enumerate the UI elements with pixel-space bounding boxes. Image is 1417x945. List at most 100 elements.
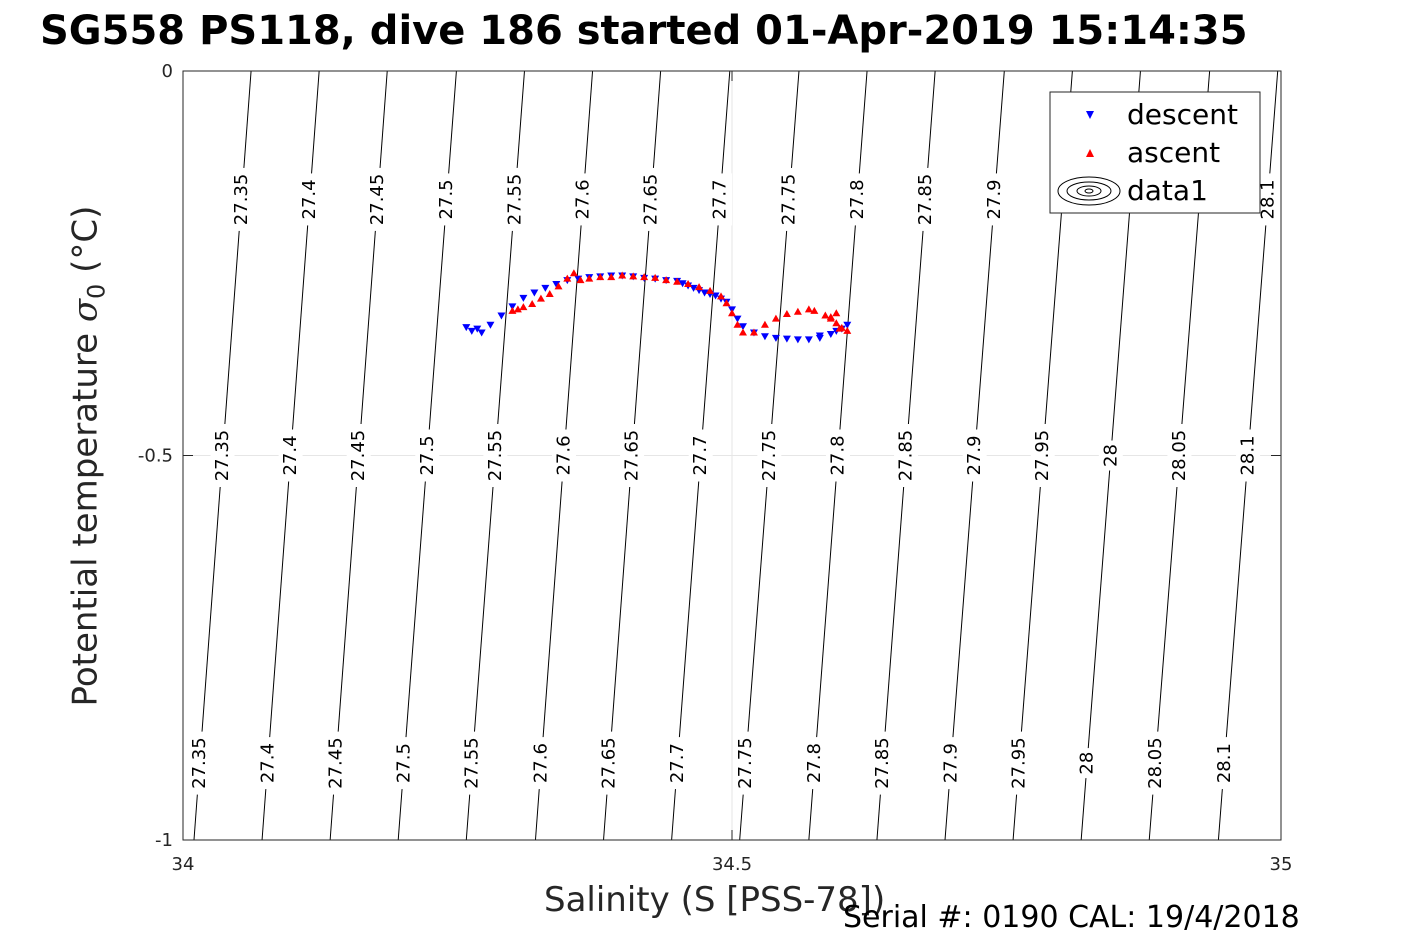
contour-label-background <box>210 424 235 487</box>
descent-point <box>678 280 687 288</box>
contour-label-background <box>552 429 577 482</box>
descent-point <box>508 303 517 311</box>
descent-point <box>733 315 742 323</box>
contour-label-mid: 27.6 <box>554 435 575 475</box>
ascent-point <box>826 314 835 322</box>
contour-label-mid: 27.8 <box>827 435 848 475</box>
contour-label-mid: 27.55 <box>485 430 506 482</box>
contour-label-background <box>1075 748 1100 779</box>
contour-label-bottom: 27.45 <box>325 737 346 789</box>
contour-label-top: 27.65 <box>641 174 662 226</box>
contour-label-bottom: 27.9 <box>940 743 961 783</box>
ascent-point <box>554 282 563 290</box>
contour-label-bottom: 27.85 <box>872 737 893 789</box>
descent-point <box>782 335 791 343</box>
x-tick-label: 34 <box>172 854 195 875</box>
contour-label-background <box>365 167 390 231</box>
contour-label-bottom: 28.1 <box>1214 743 1235 783</box>
x-axis-label: Salinity (S [PSS-78]) <box>544 880 886 920</box>
ascent-point <box>673 277 682 285</box>
ascent-point <box>733 320 742 328</box>
y-axis-label: Potential temperature σ0 (°C) <box>66 206 111 707</box>
contour-label-background <box>392 737 417 790</box>
descent-point <box>804 336 813 344</box>
serial-calibration-note: Serial #: 0190 CAL: 19/4/2018 <box>843 900 1300 935</box>
y-axis-label-subscript: 0 <box>82 283 111 299</box>
contour-label-background <box>639 167 664 231</box>
legend-ascent-marker <box>1086 149 1094 157</box>
y-tick-label: -1 <box>155 830 173 851</box>
descent-point <box>541 284 550 292</box>
contour-label-bottom: 27.5 <box>394 743 415 783</box>
ascent-point <box>629 272 638 280</box>
x-tick-label: 35 <box>1270 854 1293 875</box>
contour-label-background <box>845 173 870 226</box>
ascent-point <box>793 307 802 315</box>
ascent-point <box>651 273 660 281</box>
legend: descent ascent data1 <box>1049 91 1261 214</box>
contour-label-background <box>346 424 371 487</box>
descent-point <box>462 324 471 332</box>
contour-label-mid: 27.75 <box>759 430 780 482</box>
contour-label-background <box>870 731 895 795</box>
contour-label-mid: 28.1 <box>1238 435 1259 475</box>
ascent-point <box>618 271 627 279</box>
contour-label-top: 27.35 <box>231 174 252 226</box>
ascent-point <box>771 314 780 322</box>
contour-label-bottom: 28 <box>1077 752 1098 775</box>
ascent-point <box>528 300 537 308</box>
descent-point <box>467 327 476 335</box>
ascent-point <box>640 273 649 281</box>
ascent-point <box>804 305 813 313</box>
y-axis-label-unit: (°C) <box>65 205 106 273</box>
contour-label-bottom: 27.7 <box>667 743 688 783</box>
ascent-point <box>662 276 671 284</box>
descent-point <box>530 289 539 297</box>
contour-label-mid: 27.95 <box>1032 430 1053 482</box>
descent-point <box>793 336 802 344</box>
descent-point <box>473 325 482 333</box>
contour-label-background <box>1167 424 1192 487</box>
ascent-point <box>576 276 585 284</box>
legend-ascent-label: ascent <box>1127 136 1220 169</box>
contour-label-background <box>982 173 1007 226</box>
y-axis-label-symbol: σ <box>65 298 106 323</box>
contour-label-bottom: 28.05 <box>1145 737 1166 789</box>
descent-point <box>771 334 780 342</box>
contour-label-top: 28.1 <box>1257 179 1278 219</box>
descent-point <box>738 323 747 331</box>
ascent-point <box>728 309 736 317</box>
ascent-point <box>569 269 578 277</box>
contour-label-bottom: 27.6 <box>531 743 552 783</box>
descent-point <box>826 330 835 338</box>
contour-label-bottom: 27.95 <box>1009 737 1030 789</box>
contour-label-background <box>1143 731 1168 795</box>
contour-label-background <box>962 429 987 482</box>
contour-label-background <box>665 737 690 790</box>
contour-label-top: 27.9 <box>984 179 1005 219</box>
contour-label-mid: 27.45 <box>348 430 369 482</box>
descent-point <box>760 333 769 341</box>
ascent-point <box>563 274 572 282</box>
contour-label-background <box>825 429 850 482</box>
contour-label-mid: 27.4 <box>280 435 301 475</box>
contour-label-background <box>894 424 919 487</box>
ascent-point <box>810 306 819 314</box>
x-tick-label: 34.5 <box>712 854 752 875</box>
contour-label-mid: 27.85 <box>896 430 917 482</box>
contour-label-top: 27.6 <box>573 179 594 219</box>
contour-label-top: 27.4 <box>299 179 320 219</box>
contour-label-top: 27.5 <box>436 179 457 219</box>
descent-point <box>519 294 528 302</box>
contour-label-background <box>597 731 622 795</box>
legend-descent-label: descent <box>1127 98 1238 131</box>
contour-label-mid: 28.05 <box>1169 430 1190 482</box>
descent-point <box>711 292 720 300</box>
contour-label-background <box>620 424 645 487</box>
legend-box <box>1049 91 1261 214</box>
contour-label-background <box>1007 731 1032 795</box>
legend-data1-label: data1 <box>1127 174 1208 207</box>
contour-label-top: 27.75 <box>779 174 800 226</box>
contour-label-bottom: 27.8 <box>804 743 825 783</box>
